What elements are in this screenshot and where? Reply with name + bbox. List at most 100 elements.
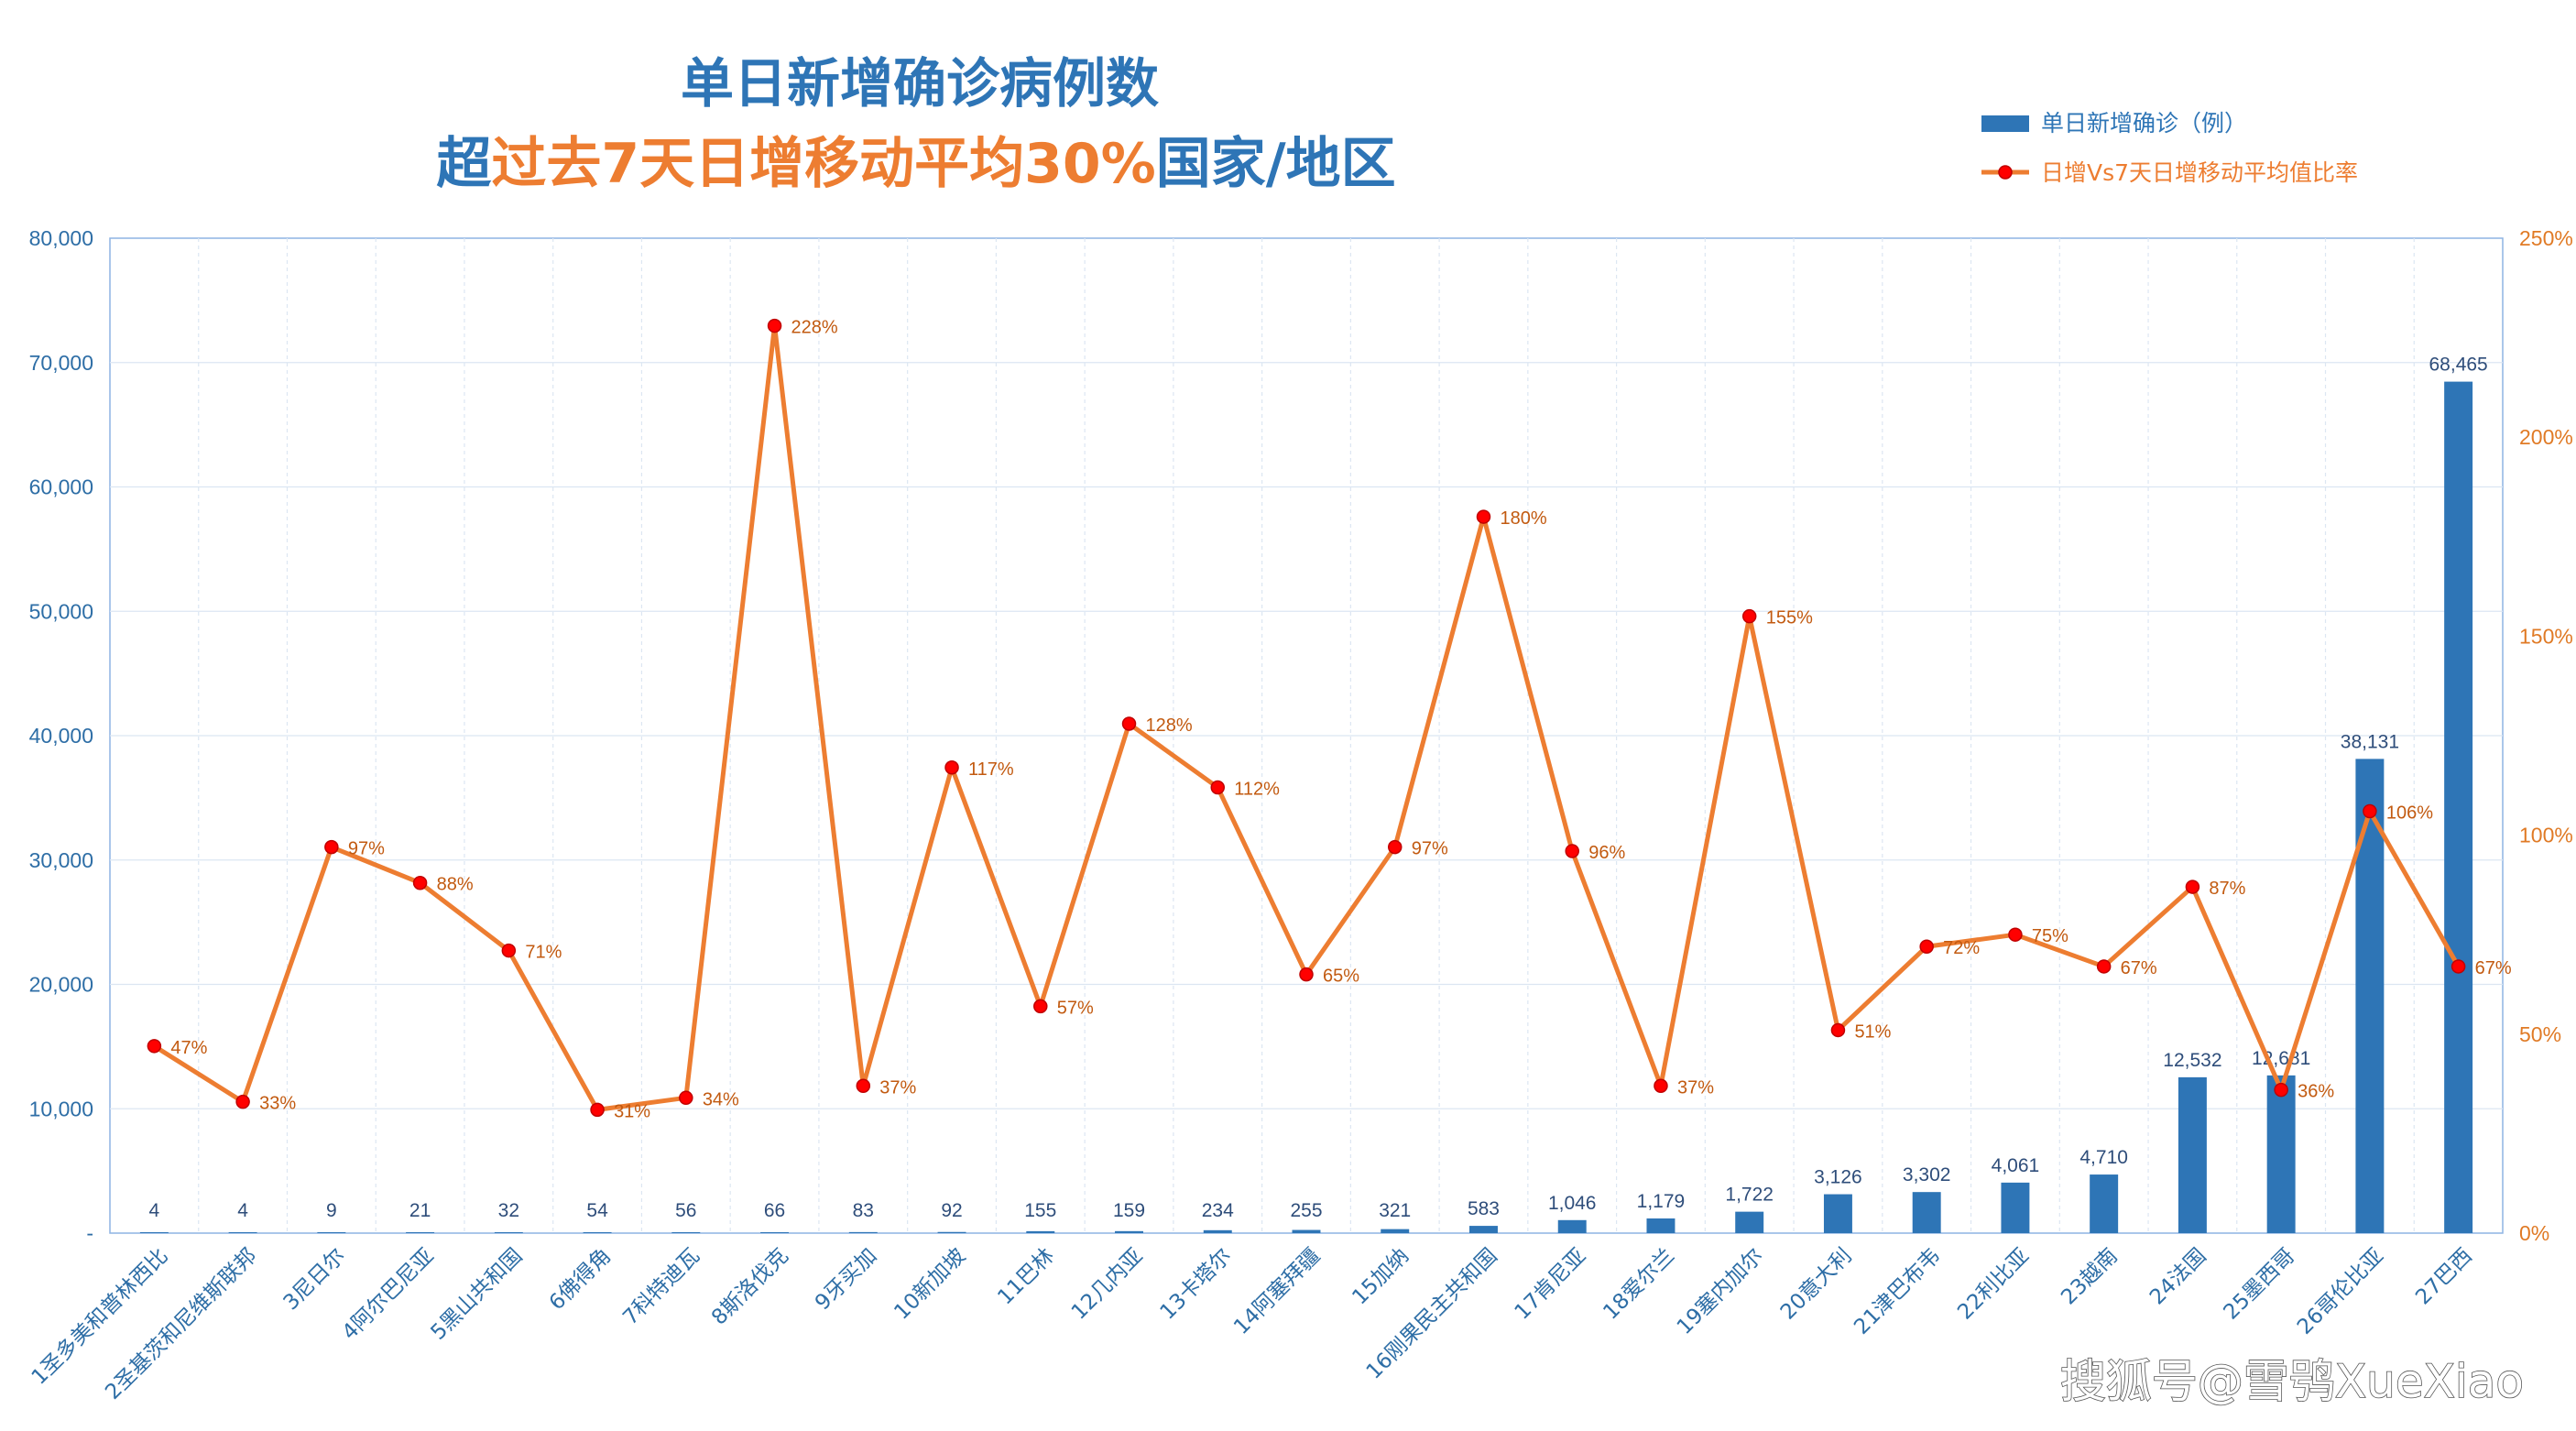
ratio-value-label: 112% [1234, 779, 1280, 799]
chart-title: 单日新增确诊病例数 [681, 52, 1159, 115]
ratio-value-label: 97% [1412, 839, 1448, 859]
ratio-value-label: 34% [703, 1089, 739, 1109]
bar [583, 1232, 612, 1233]
bar [139, 1232, 169, 1233]
ratio-point [2363, 803, 2377, 819]
gridlines [110, 238, 2503, 1233]
y-left-tick-label: 40,000 [29, 724, 93, 748]
bar [937, 1231, 966, 1233]
legend-bar-label: 单日新增确诊（例） [2041, 110, 2247, 137]
subtitle-part-3: 国家/地区 [1156, 132, 1396, 196]
bar-value-label: 68,465 [2429, 355, 2488, 376]
ratio-value-label: 228% [791, 318, 838, 338]
legend: 单日新增确诊（例） 日增Vs7天日增移动平均值比率 [1981, 110, 2358, 186]
y-right-tick-label: 150% [2519, 624, 2573, 648]
bar-value-label: 83 [853, 1200, 874, 1221]
bar-value-label: 12,681 [2252, 1048, 2310, 1069]
ratio-value-label: 180% [1500, 508, 1546, 529]
bar-value-label: 234 [1202, 1200, 1234, 1221]
ratio-point [1299, 967, 1314, 982]
bar-value-label: 9 [326, 1200, 337, 1221]
ratio-point [1387, 839, 1403, 855]
bar-value-label: 159 [1113, 1200, 1145, 1221]
bar-value-label: 56 [675, 1200, 696, 1221]
y-left-tick-label: - [86, 1221, 93, 1245]
ratio-point [590, 1102, 605, 1118]
ratio-point [1741, 608, 1757, 624]
bar-value-label: 4,710 [2079, 1147, 2128, 1168]
bar [848, 1231, 878, 1233]
bar [1203, 1229, 1232, 1233]
bar [1026, 1230, 1055, 1233]
ratio-value-label: 117% [968, 759, 1014, 780]
ratio-value-label: 75% [2032, 926, 2068, 946]
ratio-value-label: 71% [525, 943, 562, 963]
bar [1115, 1230, 1143, 1233]
bar-value-label: 4 [237, 1200, 248, 1221]
bar-value-label: 32 [498, 1200, 519, 1221]
y-axis-left: - 10,000 20,000 30,000 40,000 50,000 60,000 70,… [29, 226, 93, 1245]
ratio-point [944, 760, 959, 775]
ratio-point [767, 318, 782, 333]
bar-value-label: 12,532 [2163, 1050, 2221, 1071]
bar [2001, 1182, 2030, 1233]
ratio-value-label: 67% [2475, 958, 2512, 978]
ratio-value-label: 155% [1766, 608, 1813, 628]
y-left-tick-label: 20,000 [29, 973, 93, 997]
bar-value-label: 155 [1024, 1200, 1056, 1221]
ratio-point [324, 839, 339, 855]
y-right-tick-label: 50% [2519, 1022, 2561, 1046]
ratio-value-label: 96% [1588, 843, 1625, 863]
subtitle-part-2: 过去7天日增移动平均30% [491, 132, 1155, 196]
y-axis-right: 0% 50% 100% 150% 200% 250% [2519, 226, 2573, 1245]
ratio-value-label: 106% [2386, 803, 2433, 824]
bar-value-label: 1,722 [1725, 1185, 1774, 1206]
y-right-tick-label: 200% [2519, 425, 2573, 449]
y-left-tick-label: 30,000 [29, 848, 93, 872]
ratio-point [501, 943, 517, 958]
ratio-value-label: 88% [437, 875, 474, 895]
ratio-value-label: 72% [1943, 938, 1980, 958]
y-right-tick-label: 0% [2519, 1221, 2549, 1245]
line-series: 47% 33% 97% 88% 71% 31% 34% 228% 37% 117% 57% 128% 1… [147, 318, 2512, 1121]
ratio-point [2274, 1082, 2288, 1098]
bar [1823, 1194, 1852, 1233]
bar [1646, 1218, 1675, 1233]
bar-value-label: 4,061 [1992, 1155, 2040, 1176]
ratio-point [679, 1090, 693, 1106]
bar [1292, 1229, 1321, 1233]
bar [2090, 1174, 2119, 1233]
watermark: 搜狐号@雪鸮XueXiao [2060, 1355, 2524, 1408]
bar-value-label: 4 [149, 1200, 160, 1221]
bar-value-label: 321 [1379, 1200, 1411, 1221]
bar [2444, 381, 2473, 1233]
bar [494, 1232, 523, 1233]
y-right-tick-label: 100% [2519, 824, 2573, 847]
bar-value-labels: 4 4 9 21 32 54 56 66 83 92 155 159 234 255 321 583 1,046… [149, 355, 2488, 1221]
legend-bar-swatch [1981, 115, 2029, 132]
bar-value-label: 3,126 [1814, 1167, 1862, 1188]
bar [317, 1232, 346, 1233]
bar-value-label: 1,046 [1548, 1193, 1597, 1214]
ratio-value-label: 33% [259, 1094, 296, 1114]
ratio-value-label: 57% [1057, 998, 1094, 1018]
ratio-value-label: 87% [2209, 879, 2245, 899]
ratio-value-label: 47% [170, 1038, 207, 1058]
ratio-point [1033, 999, 1048, 1014]
bar-value-label: 92 [941, 1200, 962, 1221]
ratio-value-label: 37% [879, 1077, 916, 1098]
y-right-tick-label: 250% [2519, 226, 2573, 250]
ratio-value-label: 97% [348, 839, 385, 859]
bar-value-label: 583 [1468, 1198, 1500, 1219]
ratio-value-label: 128% [1146, 716, 1193, 736]
ratio-point [2185, 879, 2200, 894]
bar [406, 1232, 435, 1233]
ratio-value-label: 36% [2298, 1082, 2334, 1102]
bar [228, 1232, 257, 1233]
subtitle-part-1: 超 [436, 132, 492, 196]
bar-value-label: 1,179 [1637, 1191, 1686, 1212]
ratio-point [1830, 1022, 1846, 1038]
bar-value-label: 66 [764, 1200, 785, 1221]
y-left-tick-label: 80,000 [29, 226, 93, 250]
